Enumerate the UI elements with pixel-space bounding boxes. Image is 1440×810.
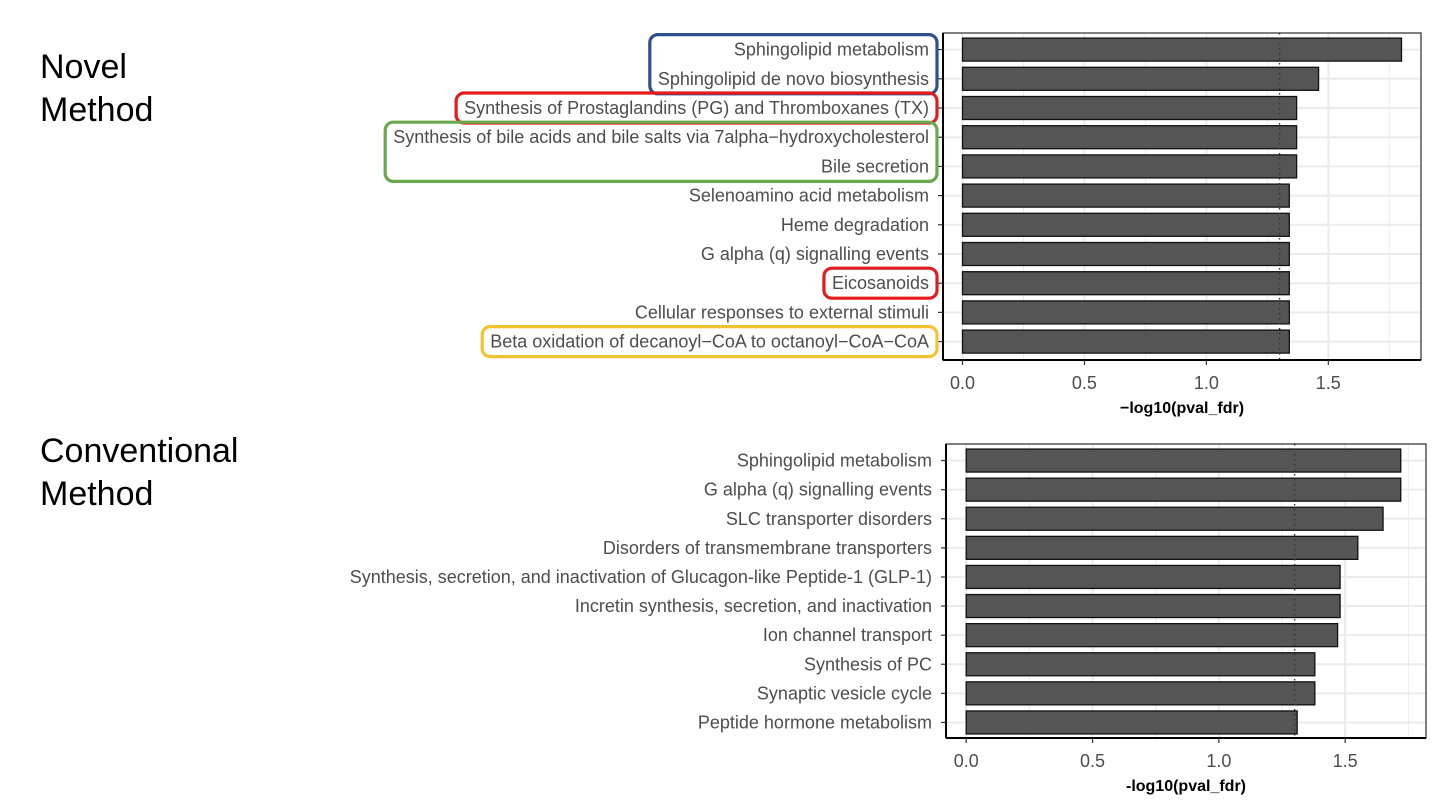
novel-category-label-6: Selenoamino acid metabolism — [689, 186, 929, 206]
novel-category-label-3: Synthesis of Prostaglandins (PG) and Thr… — [464, 98, 929, 118]
conventional-category-label-2: G alpha (q) signalling events — [704, 480, 932, 500]
conventional-title-line1: Conventional — [40, 432, 239, 470]
novel-bar-11 — [961, 329, 1290, 354]
conventional-category-label-1: Sphingolipid metabolism — [737, 451, 932, 471]
conventional-bar-3 — [965, 506, 1384, 531]
novel-chart: Sphingolipid metabolism Sphingolipid de n… — [383, 32, 1422, 417]
novel-bar-5 — [961, 154, 1298, 179]
novel-x-tick-label-4: 1.5 — [1316, 373, 1341, 393]
conventional-category-label-10: Peptide hormone metabolism — [698, 712, 932, 732]
conventional-bar-8 — [965, 652, 1316, 677]
novel-highlight-box-red-4 — [822, 266, 939, 300]
conventional-bar-6 — [965, 593, 1341, 619]
novel-bar-10 — [961, 300, 1290, 325]
novel-bar-9 — [961, 271, 1290, 296]
novel-bar-7 — [961, 212, 1290, 237]
conventional-bar-4 — [965, 535, 1359, 560]
novel-bar-6 — [961, 183, 1290, 208]
novel-x-tick-label-1: 0.0 — [950, 373, 975, 393]
novel-category-label-1: Sphingolipid metabolism — [734, 40, 929, 60]
novel-category-label-2: Sphingolipid de novo biosynthesis — [658, 69, 929, 89]
novel-category-label-10: Cellular responses to external stimuli — [635, 302, 929, 322]
conventional-x-axis-title: -log10(pval_fdr) — [1126, 778, 1246, 795]
novel-method-title: Novel Method — [40, 46, 153, 132]
novel-x-tick-label-3: 1.0 — [1194, 373, 1219, 393]
novel-x-axis-title: −log10(pval_fdr) — [1120, 400, 1244, 417]
novel-x-tick-label-2: 0.5 — [1072, 373, 1097, 393]
novel-title-line1: Novel — [40, 48, 127, 86]
conventional-bar-7 — [965, 623, 1339, 648]
novel-highlight-box-yellow-5 — [480, 325, 939, 359]
novel-category-label-4: Synthesis of bile acids and bile salts v… — [393, 127, 929, 147]
novel-bar-4 — [961, 125, 1298, 150]
conventional-bar-5 — [965, 564, 1341, 590]
conventional-x-tick-label-3: 1.0 — [1206, 751, 1231, 771]
novel-highlight-box-green-3 — [383, 120, 939, 183]
novel-bar-2 — [961, 66, 1320, 91]
conventional-category-label-5: Synthesis, secretion, and inactivation o… — [350, 567, 932, 587]
conventional-category-label-7: Ion channel transport — [763, 625, 932, 645]
novel-bar-3 — [961, 95, 1298, 121]
conventional-category-label-3: SLC transporter disorders — [726, 509, 932, 529]
conventional-x-tick-label-4: 1.5 — [1333, 751, 1358, 771]
conventional-title-line2: Method — [40, 475, 154, 513]
novel-title-line2: Method — [40, 91, 154, 129]
novel-bar-8 — [961, 241, 1290, 267]
novel-bar-1 — [961, 37, 1403, 62]
novel-category-label-11: Beta oxidation of decanoyl−CoA to octano… — [490, 332, 929, 352]
conventional-bar-9 — [965, 681, 1316, 706]
novel-category-label-5: Bile secretion — [821, 156, 929, 176]
conventional-x-tick-label-1: 0.0 — [954, 751, 979, 771]
conventional-method-title: Conventional Method — [40, 430, 238, 516]
conventional-category-label-6: Incretin synthesis, secretion, and inact… — [575, 596, 932, 616]
conventional-category-label-9: Synaptic vesicle cycle — [757, 683, 932, 703]
conventional-category-label-4: Disorders of transmembrane transporters — [603, 538, 932, 558]
novel-category-label-7: Heme degradation — [781, 215, 929, 235]
conventional-bar-10 — [965, 710, 1298, 735]
conventional-bar-1 — [965, 448, 1402, 473]
conventional-category-label-8: Synthesis of PC — [804, 654, 932, 674]
novel-category-label-9: Eicosanoids — [832, 273, 929, 293]
novel-category-label-8: G alpha (q) signalling events — [701, 244, 929, 264]
conventional-bar-2 — [965, 477, 1402, 502]
conventional-x-tick-label-2: 0.5 — [1080, 751, 1105, 771]
conventional-chart: Sphingolipid metabolism G alpha (q) signa… — [350, 443, 1427, 795]
